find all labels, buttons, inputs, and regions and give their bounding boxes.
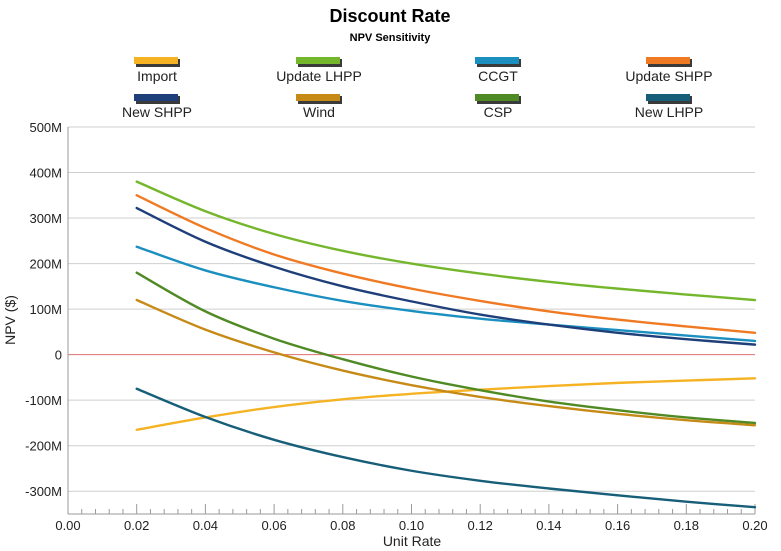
series-line-update-lhpp [135, 180, 757, 302]
series-line-csp [135, 271, 757, 425]
y-tick-label: 0 [55, 348, 62, 363]
y-tick-label: -100M [25, 393, 62, 408]
chart-subtitle: NPV Sensitivity [350, 32, 432, 44]
legend-label-wind: Wind [303, 104, 335, 120]
x-tick-label: 0.02 [124, 518, 149, 533]
x-tick-label: 0.12 [468, 518, 493, 533]
y-tick-label: -200M [25, 439, 62, 454]
y-tick-label: 200M [29, 257, 62, 272]
legend-label-ccgt: CCGT [478, 68, 518, 84]
legend-swatch-update-shpp [646, 57, 690, 64]
legend-label-import: Import [137, 68, 177, 84]
y-tick-label: 100M [29, 302, 62, 317]
legend-label-new-shpp: New SHPP [122, 104, 192, 120]
series-line-new-lhpp [135, 387, 757, 509]
legend-label-new-lhpp: New LHPP [635, 104, 703, 120]
series-line-import [135, 377, 757, 431]
chart-title: Discount Rate [329, 6, 450, 26]
series-line-new-shpp [135, 206, 757, 346]
x-tick-label: 0.00 [55, 518, 80, 533]
x-tick-label: 0.04 [193, 518, 218, 533]
legend-label-update-shpp: Update SHPP [625, 68, 712, 84]
legend-swatch-wind [296, 94, 340, 101]
legend-label-csp: CSP [484, 104, 513, 120]
legend-swatch-new-lhpp [646, 94, 690, 101]
legend-swatch-new-shpp [134, 94, 178, 101]
legend-label-update-lhpp: Update LHPP [276, 68, 362, 84]
x-tick-label: 0.14 [536, 518, 561, 533]
series-line-update-shpp [135, 194, 757, 334]
legend-swatch-import [134, 57, 178, 64]
x-axis-label: Unit Rate [383, 533, 442, 549]
x-tick-label: 0.08 [330, 518, 355, 533]
y-tick-label: 400M [29, 166, 62, 181]
y-axis-label: NPV ($) [2, 295, 18, 345]
x-tick-label: 0.06 [261, 518, 286, 533]
x-tick-label: 0.16 [605, 518, 630, 533]
legend-swatch-csp [475, 94, 519, 101]
legend-swatch-update-lhpp [296, 57, 340, 64]
legend: Import Update LHPP CCGT Update SHPP New SHPP… [122, 57, 713, 120]
legend-swatch-ccgt [475, 57, 519, 64]
x-tick-label: 0.10 [399, 518, 424, 533]
series-line-wind [135, 298, 757, 427]
y-tick-label: 300M [29, 211, 62, 226]
plot-area: 500M 400M 300M 200M 100M 0 -100M -200M -300M 0.00… [25, 120, 768, 533]
series-line-ccgt [135, 245, 757, 343]
x-tick-label: 0.20 [742, 518, 767, 533]
y-tick-label: -300M [25, 484, 62, 499]
y-tick-label: 500M [29, 120, 62, 135]
x-tick-label: 0.18 [674, 518, 699, 533]
